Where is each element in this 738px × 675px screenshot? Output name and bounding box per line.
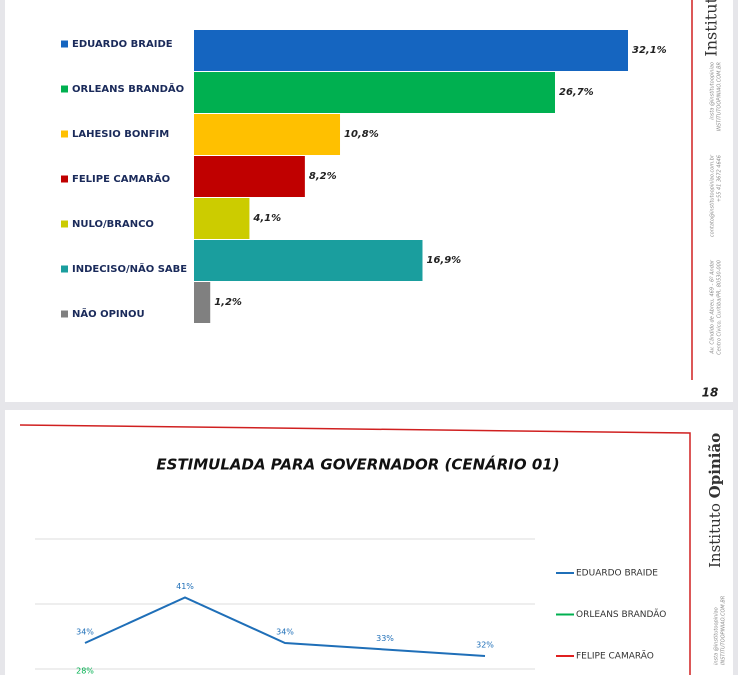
legend-label: ORLEANS BRANDÃO [576, 609, 666, 620]
brand: Instituto [702, 0, 721, 57]
border-line [19, 424, 691, 675]
legend-label: EDUARDO BRAIDE [576, 569, 658, 579]
value-label: 32,1% [632, 45, 667, 56]
bar [194, 156, 305, 197]
bar [194, 198, 250, 239]
legend-swatch [61, 220, 68, 228]
brand-first: Instituto [706, 503, 724, 568]
legend-label: NÃO OPINOU [72, 307, 145, 320]
slide-bottom [5, 410, 733, 675]
legend-label: EDUARDO BRAIDE [72, 39, 173, 50]
value-label: 8,2% [309, 171, 337, 182]
legend-label: FELIPE CAMARÃO [72, 172, 170, 185]
legend-label: NULO/BRANCO [72, 219, 154, 230]
page-number: 18 [702, 386, 719, 400]
brand-second: Opinião [706, 433, 724, 499]
legend-label: ORLEANS BRANDÃO [72, 82, 184, 95]
bar [194, 72, 555, 113]
data-label: 34% [76, 628, 94, 637]
value-label: 16,9% [426, 255, 461, 266]
value-label: 10,8% [344, 129, 379, 140]
value-label: 4,1% [252, 213, 281, 224]
legend-label: INDECISO/NÃO SABE [72, 262, 187, 275]
value-label: 1,2% [214, 297, 242, 308]
contact-site: INSTITUTOOPINIAO.COM.BR [721, 596, 727, 665]
data-label: 28% [76, 667, 94, 675]
brand: Instituto Opinião [706, 433, 724, 568]
bar [194, 114, 341, 155]
legend-swatch [61, 265, 68, 273]
legend-label: FELIPE CAMARÃO [576, 651, 654, 662]
data-label: 32% [476, 641, 494, 650]
data-label: 41% [176, 582, 194, 591]
legend-swatch [61, 40, 68, 48]
chart-title: ESTIMULADA PARA GOVERNADOR (CENÁRIO 01) [156, 455, 559, 474]
bar [194, 240, 423, 281]
legend-swatch [61, 85, 68, 93]
data-label: 34% [276, 628, 294, 637]
contact-phone: +55 41 3672 4646 [717, 155, 723, 202]
data-label: 33% [376, 634, 394, 643]
value-label: 26,7% [559, 87, 594, 98]
series-line [84, 596, 486, 657]
bar [194, 282, 211, 323]
contact-insta: insta @institutoopiniao [710, 62, 716, 120]
contact-city: Centro Cívico, Curitiba/PR, 80530-000 [716, 260, 723, 355]
contact-address: Av. Cândido de Abreu, 469 - 6º Andar [709, 259, 716, 355]
bar [194, 30, 628, 71]
legend-swatch [61, 175, 68, 183]
contact-site: INSTITUTOOPINIAO.COM.BR [717, 62, 723, 131]
legend-label: LAHESIO BONFIM [72, 129, 169, 140]
legend-swatch [61, 130, 68, 138]
contact-email: contato@institutoopiniao.com.br [710, 154, 716, 237]
legend-swatch [61, 310, 68, 318]
contact-insta: insta @institutoopiniao [714, 607, 720, 665]
